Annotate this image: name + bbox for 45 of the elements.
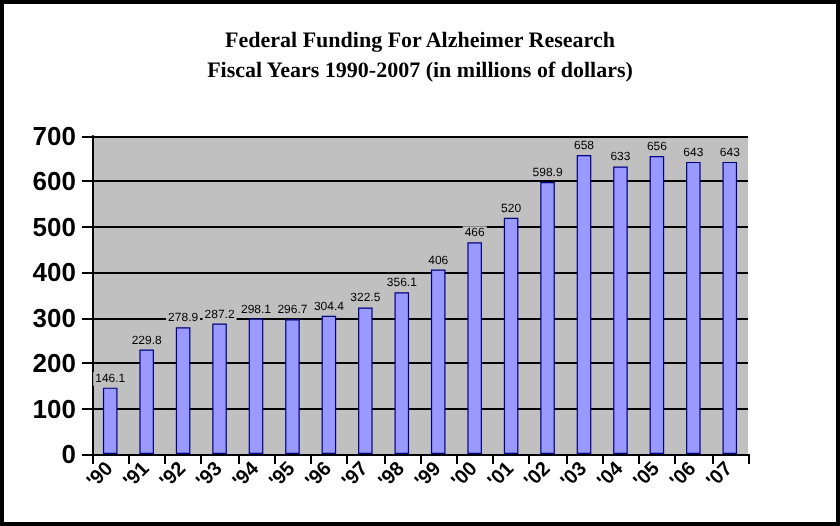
bar: [613, 166, 628, 454]
x-tick-label: '06: [666, 457, 702, 493]
y-tick-label: 0: [61, 439, 76, 469]
bar: [102, 387, 118, 454]
bar: [285, 319, 300, 454]
y-tick-label: 200: [32, 348, 76, 379]
bar: [722, 161, 738, 454]
bar: [212, 323, 227, 454]
bar: [175, 327, 191, 454]
x-tick-label: '97: [338, 457, 374, 493]
x-tick-label: '95: [265, 457, 301, 493]
x-tick-label: '99: [411, 457, 447, 493]
bar: [321, 315, 337, 454]
x-tick-label: '03: [557, 457, 593, 493]
x-tick-label: '92: [156, 457, 192, 493]
x-tick-label: '02: [520, 457, 556, 493]
bar: [503, 217, 519, 454]
bar: [248, 318, 264, 454]
x-tick-label: '00: [447, 457, 484, 493]
y-tick-label: 500: [32, 211, 76, 242]
bar: [394, 292, 410, 454]
x-tick-label: '91: [119, 457, 156, 493]
bar: [649, 155, 665, 454]
x-tick-label: '98: [374, 457, 411, 493]
bar: [139, 349, 154, 454]
y-tick-label: 100: [32, 393, 76, 424]
bar: [467, 242, 482, 454]
bar: [540, 181, 555, 454]
y-tick-label: 700: [32, 121, 76, 151]
bar: [430, 269, 446, 454]
x-tick-label: '05: [630, 457, 666, 493]
y-tick-label: 400: [32, 257, 76, 288]
x-tick-label: '94: [229, 457, 265, 493]
bar: [686, 161, 701, 454]
x-tick-label: '90: [83, 457, 119, 493]
bar: [576, 155, 592, 454]
y-tick-label: 600: [32, 166, 76, 197]
chart-title: Federal Funding For Alzheimer Research Fiscal Years 1990-2007 (in millions of dollars): [207, 29, 634, 83]
x-tick-label: '96: [302, 457, 338, 493]
bar: [358, 307, 373, 454]
y-tick-label: 300: [32, 302, 76, 333]
x-tick-label: '07: [702, 457, 739, 493]
x-tick-label: '93: [192, 457, 228, 493]
x-tick-label: '01: [484, 457, 520, 493]
x-tick-label: '04: [593, 457, 629, 493]
